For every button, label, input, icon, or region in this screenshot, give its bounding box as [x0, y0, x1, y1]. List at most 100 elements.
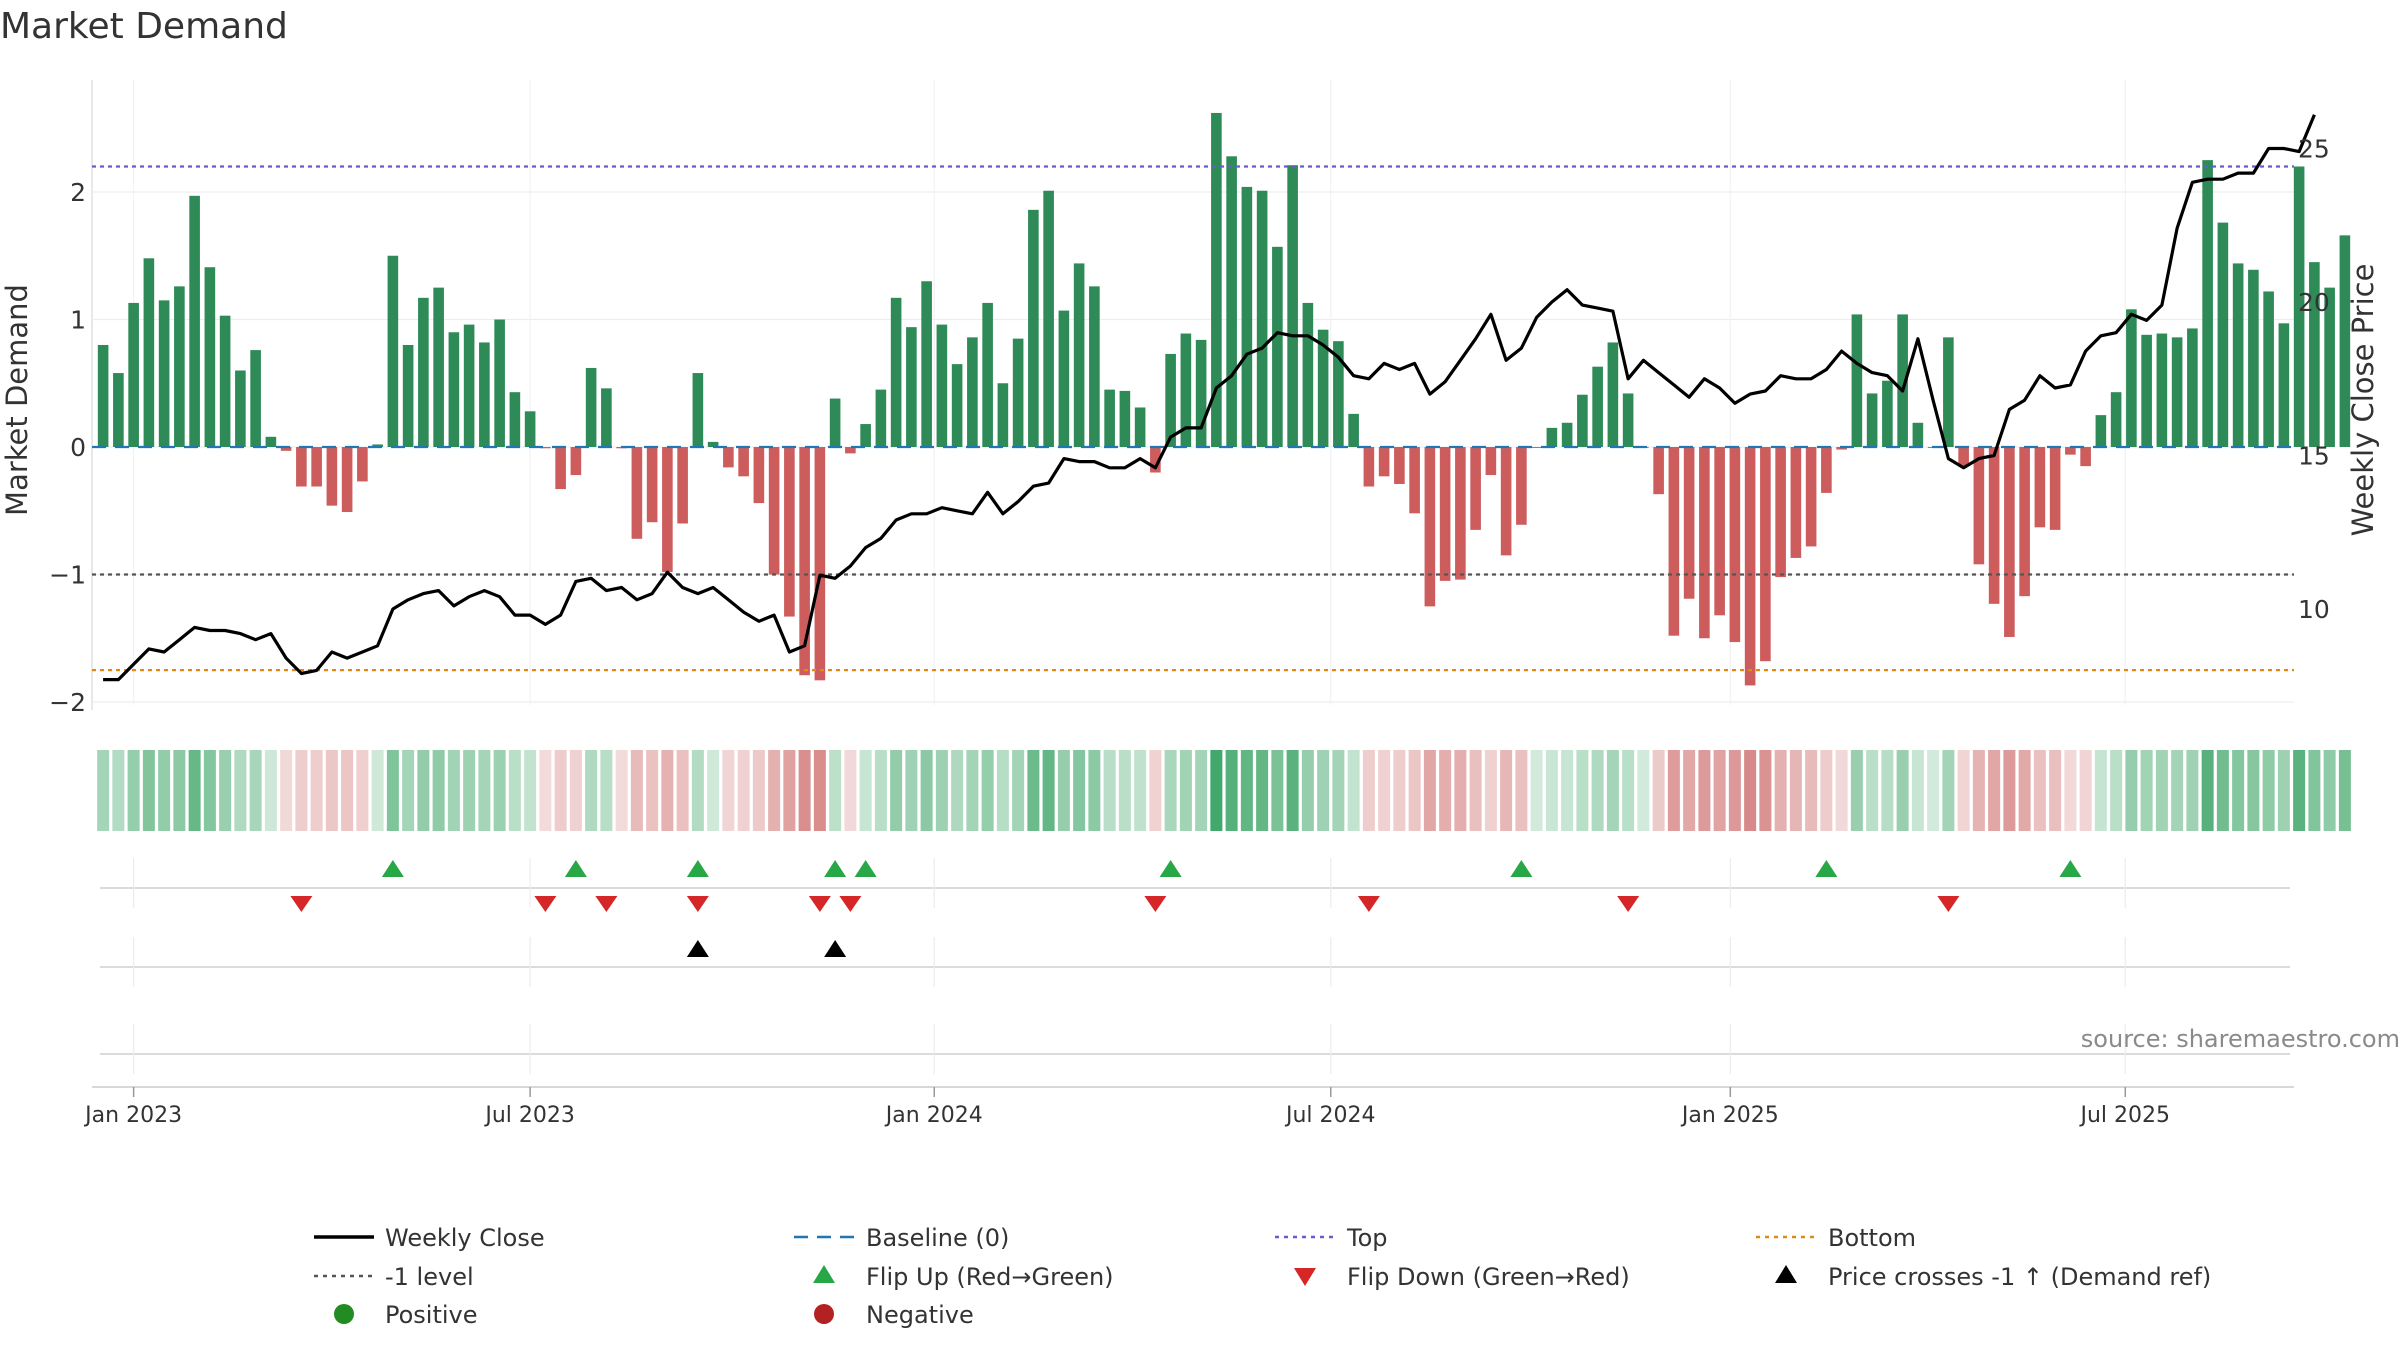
heat-cell: [2140, 750, 2153, 831]
demand-bar: [585, 367, 597, 447]
heat-cell: [737, 750, 750, 831]
demand-bar: [1836, 447, 1847, 450]
heat-cell: [310, 750, 323, 831]
y2-tick-label: 10: [2298, 595, 2330, 624]
flip-down-marker: [595, 896, 618, 912]
demand-bar: [296, 447, 307, 487]
demand-bar: [2263, 291, 2274, 447]
legend-flip-down: Flip Down (Green→Red): [1347, 1263, 1630, 1291]
heat-cell: [1225, 750, 1238, 831]
demand-bar: [174, 286, 185, 447]
heat-cell: [951, 750, 964, 831]
right-axis-ticks: 10 15 20 25: [2298, 135, 2330, 625]
demand-bar: [829, 398, 841, 447]
heat-cell: [1561, 750, 1574, 831]
demand-bar: [1485, 447, 1497, 476]
flip-down-marker: [1144, 896, 1167, 912]
demand-bar: [1897, 314, 1908, 447]
heat-cell: [2018, 750, 2031, 831]
demand-bar: [433, 287, 444, 447]
demand-bar: [1256, 190, 1268, 447]
date-tick-label: Jul 2025: [2079, 1103, 2171, 1128]
demand-bar: [570, 447, 582, 476]
demand-bar: [1073, 263, 1085, 447]
demand-bar: [341, 447, 353, 513]
heat-cell: [1393, 750, 1406, 831]
flip-up-marker: [1159, 860, 1182, 877]
demand-bar: [372, 444, 383, 447]
demand-bar: [1958, 447, 1969, 467]
y2-tick-label: 20: [2298, 288, 2330, 317]
demand-bar: [235, 370, 246, 447]
heat-cell: [219, 750, 232, 831]
heat-cell: [1576, 750, 1589, 831]
demand-bar: [1287, 165, 1298, 447]
demand-bar: [2095, 415, 2107, 447]
heat-cell: [1637, 750, 1650, 831]
demand-bar: [936, 324, 948, 447]
heat-cell: [112, 750, 125, 831]
legend-weekly-close: Weekly Close: [385, 1224, 545, 1252]
flip-down-marker: [839, 896, 862, 912]
heat-cell: [173, 750, 186, 831]
heat-cell: [2155, 750, 2168, 831]
weekly-close-line: [103, 114, 2316, 682]
chart-title: Market Demand: [0, 6, 288, 47]
heat-cell: [2186, 750, 2199, 831]
heat-cell: [249, 750, 262, 831]
heat-cell: [280, 750, 293, 831]
heat-cell: [1713, 750, 1726, 831]
legend-positive: Positive: [385, 1301, 478, 1329]
demand-bar: [448, 332, 460, 447]
demand-bar: [1500, 447, 1512, 556]
demand-bar: [1744, 447, 1756, 686]
heat-cell: [676, 750, 689, 831]
heat-cell: [1362, 750, 1375, 831]
demand-bar: [311, 447, 322, 487]
heat-cell: [2216, 750, 2229, 831]
heat-cell: [920, 750, 933, 831]
heat-cell: [1652, 750, 1665, 831]
heat-cell: [768, 750, 781, 831]
flip-up-marker: [1815, 860, 1838, 877]
demand-bar: [1333, 341, 1344, 447]
flip-down-marker: [1617, 896, 1640, 912]
heat-cell: [2338, 750, 2351, 831]
heat-cell: [1012, 750, 1025, 831]
demand-bar: [1134, 407, 1146, 447]
heat-cell: [1134, 750, 1147, 831]
heat-cell: [1927, 750, 1940, 831]
demand-bar: [1790, 447, 1802, 558]
demand-bar: [1348, 413, 1359, 447]
demand-bar: [2110, 392, 2122, 447]
heat-cell: [1484, 750, 1497, 831]
heat-cell: [1439, 750, 1452, 831]
demand-bar: [677, 447, 688, 524]
heat-cell: [1179, 750, 1192, 831]
heat-cell: [539, 750, 552, 831]
demand-bar: [1272, 246, 1283, 447]
heat-cell: [2247, 750, 2260, 831]
heat-cell: [829, 750, 842, 831]
heat-cell: [1149, 750, 1162, 831]
demand-bar: [1714, 447, 1725, 616]
demand-bar: [1821, 447, 1832, 493]
demand-bar: [723, 447, 734, 468]
heat-cell: [142, 750, 155, 831]
heat-cell: [1866, 750, 1879, 831]
heat-cell: [2079, 750, 2092, 831]
heat-cell: [234, 750, 247, 831]
heat-cell: [1820, 750, 1833, 831]
demand-bar: [1851, 314, 1863, 447]
flip-up-marker: [854, 860, 877, 877]
y2-tick-label: 15: [2298, 442, 2330, 471]
demand-bar: [1012, 338, 1024, 447]
demand-bar: [326, 447, 338, 506]
demand-bar: [2187, 328, 2198, 447]
reference-lines: [92, 165, 2294, 672]
legend-price-cross-swatch: [1775, 1265, 1797, 1283]
legend-bottom: Bottom: [1828, 1224, 1916, 1252]
demand-bar: [2232, 263, 2244, 447]
heat-cell: [417, 750, 430, 831]
